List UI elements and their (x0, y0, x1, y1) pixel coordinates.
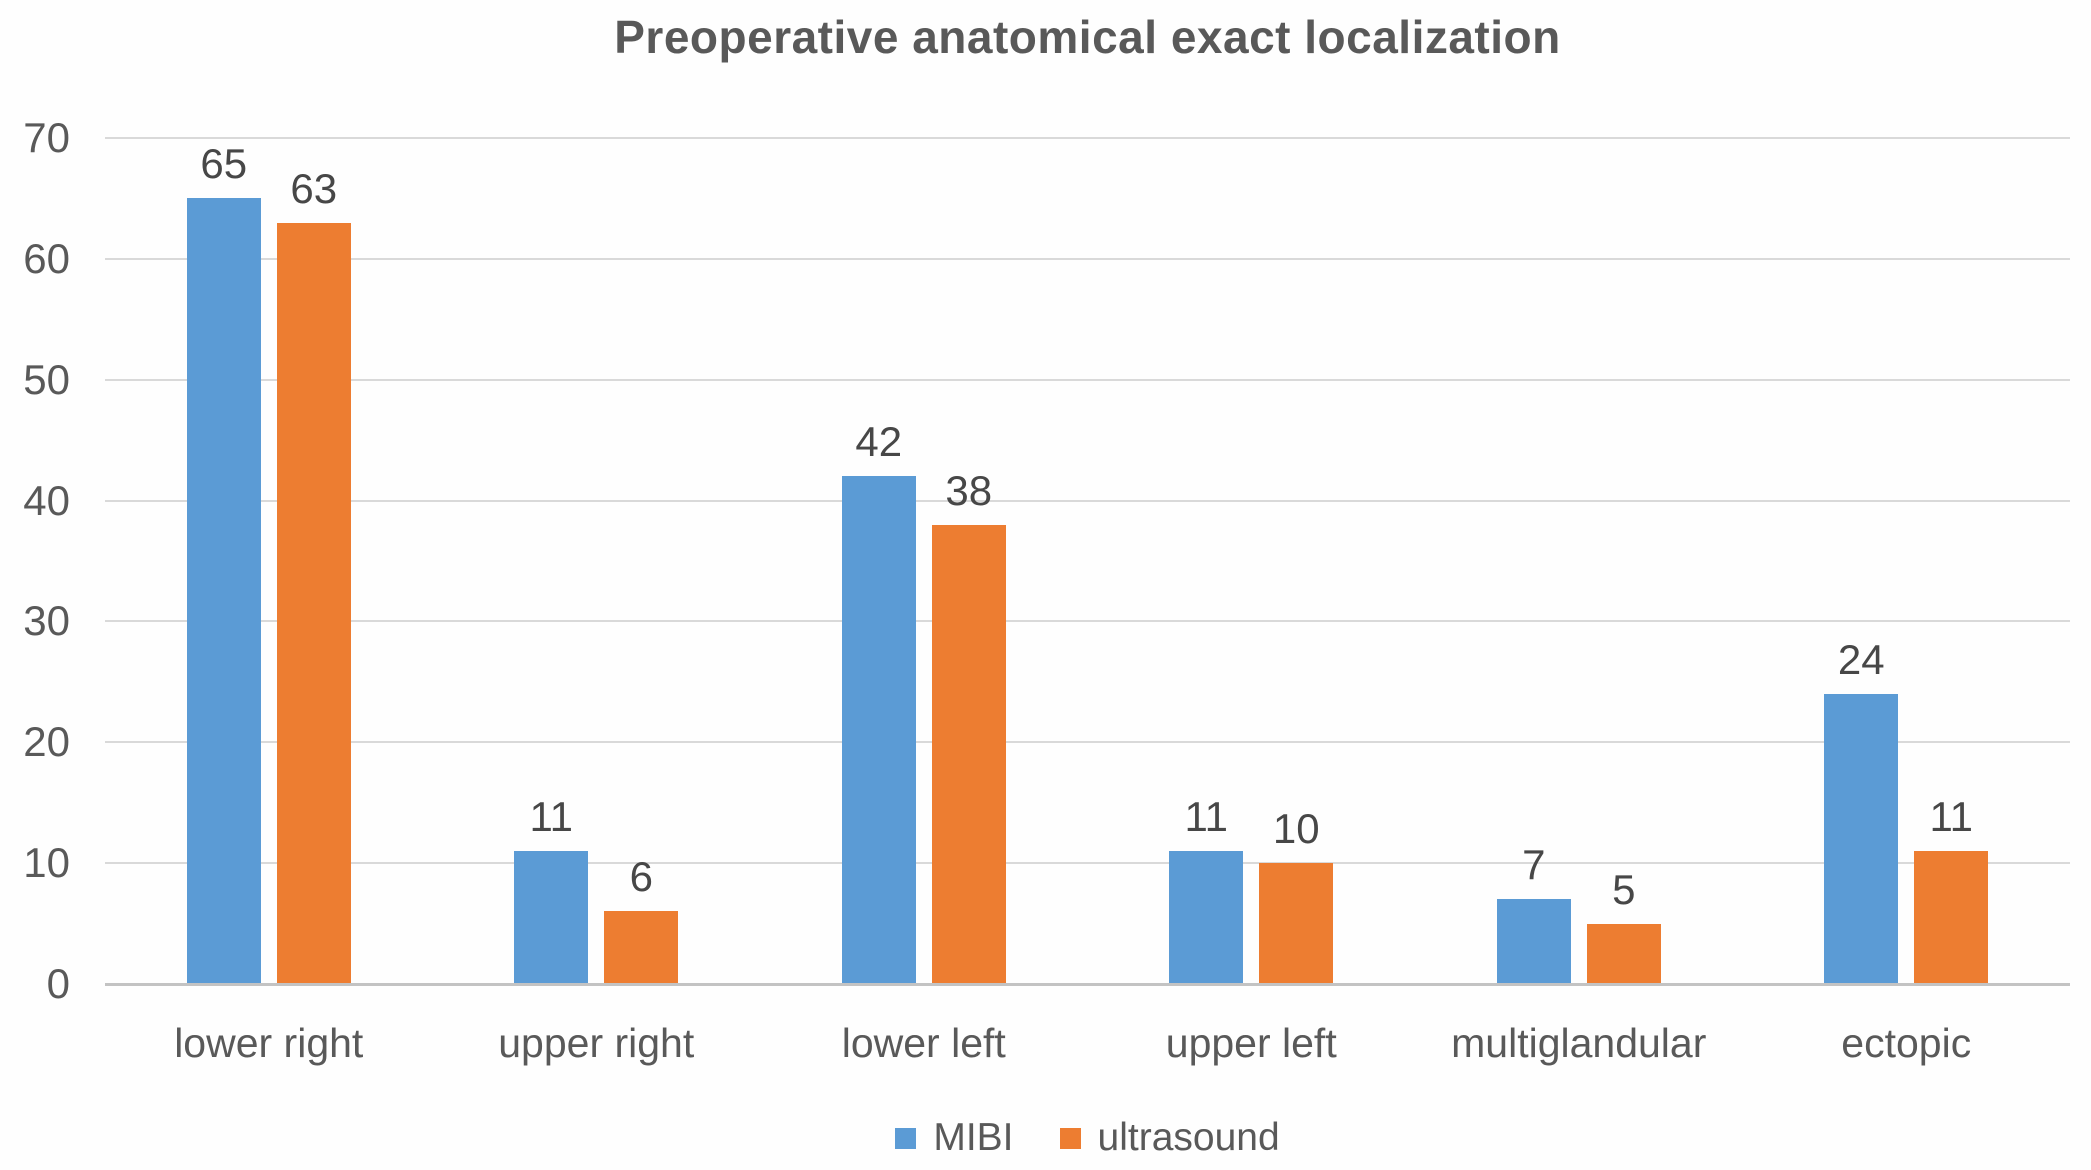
legend: MIBI ultrasound (105, 1112, 2070, 1164)
x-axis-label-upper-right: upper right (498, 1020, 695, 1066)
bar-mibi-upper-right (514, 851, 589, 984)
value-label-mibi-upper-right: 11 (529, 793, 574, 841)
legend-item-mibi: MIBI (895, 1112, 1014, 1164)
x-axis-label-upper-left: upper left (1165, 1020, 1337, 1066)
bar-mibi-lower-left (841, 476, 916, 984)
y-axis-tick-60: 60 (23, 234, 70, 282)
bar-ultrasound-multiglandular (1586, 923, 1661, 984)
gridline-60 (105, 257, 2070, 260)
bar-ultrasound-lower-right (276, 222, 351, 984)
value-label-mibi-multiglandular: 7 (1522, 841, 1546, 889)
y-axis-tick-40: 40 (23, 476, 70, 524)
bar-ultrasound-ectopic (1914, 851, 1989, 984)
value-label-ultrasound-ectopic: 11 (1929, 793, 1974, 841)
value-label-mibi-lower-right: 65 (200, 140, 248, 188)
bar-ultrasound-lower-left (931, 524, 1006, 984)
gridline-70 (105, 137, 2070, 139)
x-axis-label-multiglandular: multiglandular (1451, 1020, 1707, 1066)
legend-swatch-mibi (895, 1127, 917, 1149)
value-label-mibi-lower-left: 42 (855, 418, 903, 466)
legend-swatch-ultrasound (1059, 1127, 1081, 1149)
x-axis-label-lower-left: lower left (841, 1020, 1006, 1066)
x-axis-label-lower-right: lower right (174, 1020, 364, 1066)
value-label-ultrasound-multiglandular: 5 (1612, 865, 1636, 913)
value-label-ultrasound-lower-left: 38 (945, 466, 993, 514)
legend-item-ultrasound: ultrasound (1059, 1112, 1280, 1164)
y-axis-tick-50: 50 (23, 355, 70, 403)
value-label-ultrasound-upper-left: 10 (1272, 805, 1320, 853)
y-axis-tick-0: 0 (46, 960, 70, 1007)
legend-label-mibi: MIBI (933, 1116, 1014, 1159)
value-label-mibi-upper-left: 11 (1184, 793, 1229, 841)
gridline-30 (105, 620, 2070, 623)
bar-mibi-lower-right (186, 198, 261, 984)
gridline-50 (105, 378, 2070, 381)
x-axis-line (105, 983, 2070, 986)
gridline-20 (105, 741, 2070, 744)
bar-ultrasound-upper-left (1259, 863, 1334, 984)
value-label-ultrasound-upper-right: 6 (629, 853, 653, 901)
bar-mibi-ectopic (1824, 693, 1899, 984)
value-label-ultrasound-lower-right: 63 (290, 164, 338, 212)
y-axis-tick-20: 20 (23, 718, 70, 766)
gridline-40 (105, 499, 2070, 502)
value-label-mibi-ectopic: 24 (1837, 635, 1885, 683)
x-axis-label-ectopic: ectopic (1841, 1020, 1972, 1066)
chart-title: Preoperative anatomical exact localizati… (614, 11, 1561, 63)
y-axis-tick-10: 10 (23, 839, 70, 887)
gridline-10 (105, 862, 2070, 865)
y-axis-tick-70: 70 (23, 114, 70, 161)
bar-ultrasound-upper-right (604, 911, 679, 984)
bar-mibi-multiglandular (1496, 899, 1571, 984)
legend-label-ultrasound: ultrasound (1097, 1116, 1280, 1159)
y-axis-tick-30: 30 (23, 597, 70, 645)
bar-mibi-upper-left (1169, 851, 1244, 984)
